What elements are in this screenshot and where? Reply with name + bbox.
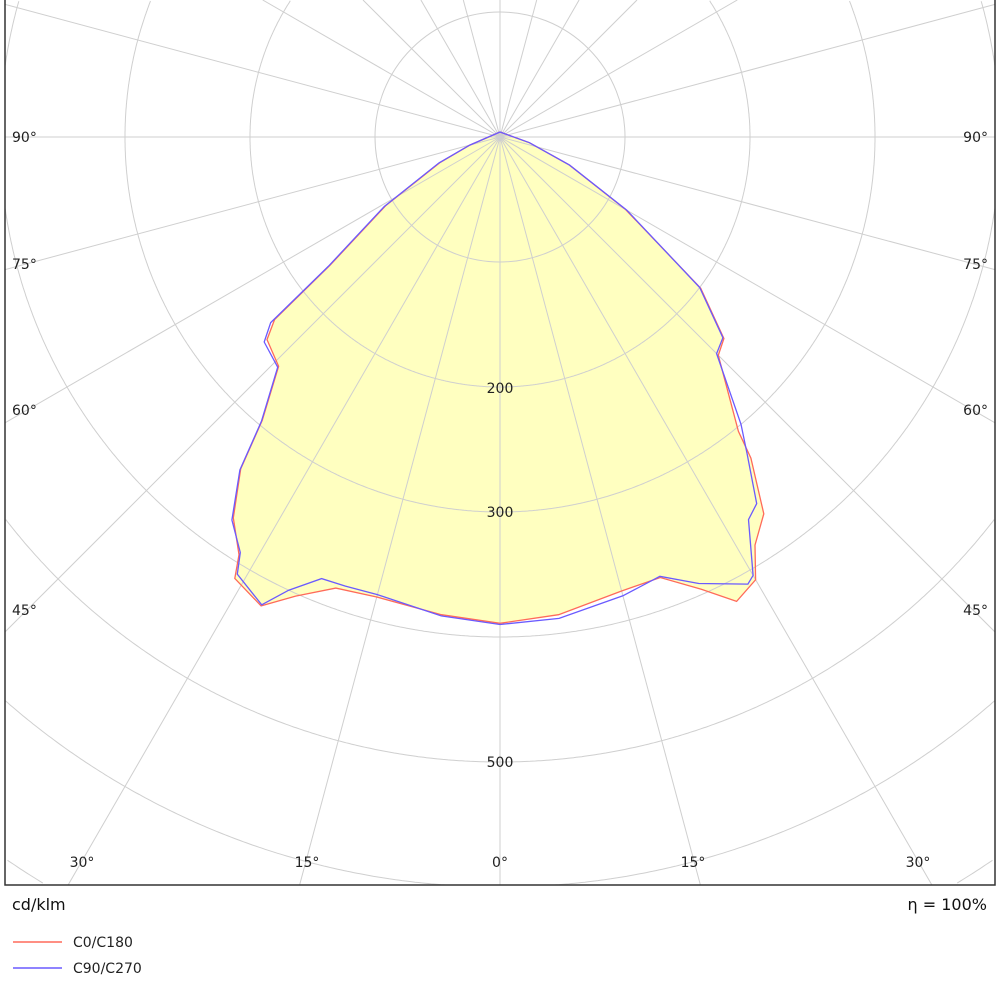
series-line-c0-c180 bbox=[232, 131, 765, 624]
legend-label-c0: C0/C180 bbox=[73, 935, 133, 951]
unit-label: cd/klm bbox=[12, 895, 66, 914]
grid-spoke bbox=[420, 0, 501, 138]
grid-spoke bbox=[499, 136, 995, 271]
angle-label-left: 75° bbox=[12, 257, 37, 273]
angle-label-bottom: 30° bbox=[70, 855, 95, 871]
grid-spoke bbox=[499, 0, 638, 138]
grid-circle bbox=[124, 0, 876, 513]
plot-frame bbox=[4, 0, 996, 886]
grid-spoke bbox=[262, 0, 501, 138]
angle-label-right: 90° bbox=[963, 130, 988, 146]
angle-label-bottom: 0° bbox=[492, 855, 508, 871]
grid-spoke bbox=[5, 136, 501, 633]
angle-label-left: 60° bbox=[12, 403, 37, 419]
grid-spoke bbox=[5, 3, 501, 138]
grid-circle bbox=[7, 859, 993, 884]
angle-label-right: 75° bbox=[963, 257, 988, 273]
radial-tick-label: 300 bbox=[487, 505, 514, 521]
grid-spoke bbox=[499, 136, 933, 885]
grid-spoke bbox=[499, 136, 995, 424]
angle-label-bottom: 15° bbox=[295, 855, 320, 871]
plot-area bbox=[5, 0, 995, 885]
legend-label-c90: C90/C270 bbox=[73, 961, 142, 977]
angle-label-right: 60° bbox=[963, 403, 988, 419]
grid-spoke bbox=[462, 0, 501, 138]
series-layer bbox=[231, 131, 765, 626]
grid-spoke bbox=[499, 136, 995, 633]
radial-tick-label: 200 bbox=[487, 381, 514, 397]
grid-spoke bbox=[499, 0, 538, 138]
grid-spoke bbox=[5, 136, 501, 271]
angle-label-right: 45° bbox=[963, 603, 988, 619]
radial-tick-label: 500 bbox=[487, 755, 514, 771]
fill-layer bbox=[233, 132, 764, 624]
angle-label-bottom: 15° bbox=[681, 855, 706, 871]
grid-spoke bbox=[499, 3, 995, 138]
grid-circle bbox=[249, 0, 751, 388]
efficiency-label: η = 100% bbox=[908, 895, 987, 914]
grid-circle bbox=[5, 1, 995, 638]
grid-circle bbox=[5, 700, 995, 885]
intensity-fill bbox=[233, 132, 764, 624]
grid-spoke bbox=[5, 136, 501, 424]
polar-grid bbox=[5, 0, 995, 885]
grid-spoke bbox=[499, 136, 701, 885]
grid-spoke bbox=[362, 0, 501, 138]
grid-spoke bbox=[499, 0, 738, 138]
angle-label-left: 90° bbox=[12, 130, 37, 146]
series-line-c90-c270 bbox=[231, 131, 758, 626]
angle-label-bottom: 30° bbox=[906, 855, 931, 871]
grid-circle bbox=[5, 519, 995, 763]
grid-spoke bbox=[67, 136, 501, 885]
grid-spoke bbox=[499, 0, 580, 138]
grid-spoke bbox=[299, 136, 501, 885]
angle-label-left: 45° bbox=[12, 603, 37, 619]
